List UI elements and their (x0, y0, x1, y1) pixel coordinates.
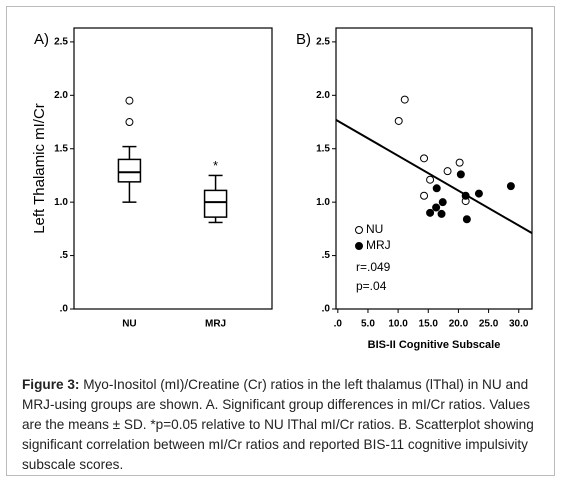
stat-annotation: p=.04 (356, 279, 387, 293)
y-tick-label: 1.5 (54, 143, 68, 154)
point (426, 175, 435, 184)
caption-label: Figure 3: (22, 377, 80, 392)
trendline (335, 119, 533, 235)
legend-label: MRJ (366, 238, 391, 252)
caption: Figure 3: Myo-Inositol (mI)/Creatine (Cr… (22, 375, 547, 475)
x-tick-label: 15.0 (419, 319, 439, 330)
y-tick-label: 1.5 (316, 143, 330, 154)
x-axis-label: BIS-II Cognitive Subscale (368, 339, 501, 351)
point (443, 167, 452, 176)
figure: A) .0 .5 1.0 1.5 2.0 2.5 Left Thalamic mI/Cr NU M… (31, 27, 533, 351)
point (420, 191, 429, 200)
x-tick-label: 20.0 (449, 319, 469, 330)
outlier (125, 118, 134, 127)
plot-frame (335, 27, 533, 310)
x-tick-label: NU (122, 319, 136, 330)
x-tick-label: .0 (334, 319, 343, 330)
point (400, 95, 409, 104)
point (426, 208, 435, 217)
y-tick-label: 2.0 (316, 90, 330, 101)
legend-marker (355, 242, 363, 250)
point (506, 182, 515, 191)
y-tick-label: .0 (60, 304, 69, 315)
y-tick-label: 1.0 (54, 197, 68, 208)
point (462, 215, 471, 224)
x-tick-label: 5.0 (361, 319, 375, 330)
point (394, 116, 403, 125)
y-tick-label: .5 (322, 250, 331, 261)
box (203, 189, 228, 218)
box (117, 158, 142, 183)
significance-marker: * (213, 158, 218, 173)
point (432, 203, 441, 212)
x-tick-label: MRJ (205, 319, 226, 330)
stat-annotation: r=.049 (356, 260, 391, 274)
caption-text: Myo-Inositol (mI)/Creatine (Cr) ratios i… (22, 377, 534, 472)
point (456, 170, 465, 179)
x-tick-label: 30.0 (509, 319, 529, 330)
panel-label: B) (296, 31, 311, 48)
point (455, 158, 464, 167)
point (438, 198, 447, 207)
x-tick-label: 10.0 (388, 319, 408, 330)
plot-frame (73, 27, 273, 310)
point (437, 209, 446, 218)
point (432, 184, 441, 193)
figure-frame (6, 6, 555, 476)
point (461, 191, 470, 200)
point (420, 154, 429, 163)
y-tick-label: 1.0 (316, 197, 330, 208)
y-tick-label: 2.0 (54, 90, 68, 101)
legend-label: NU (366, 222, 383, 236)
y-tick-label: .5 (60, 250, 69, 261)
y-axis-label: Left Thalamic mI/Cr (31, 103, 48, 234)
y-tick-label: 2.5 (316, 37, 330, 48)
x-tick-label: 25.0 (479, 319, 499, 330)
y-tick-label: 2.5 (54, 37, 68, 48)
y-tick-label: .0 (322, 304, 331, 315)
panel-label: A) (34, 31, 49, 48)
outlier (125, 96, 134, 105)
legend-marker (355, 226, 363, 234)
point (474, 189, 483, 198)
